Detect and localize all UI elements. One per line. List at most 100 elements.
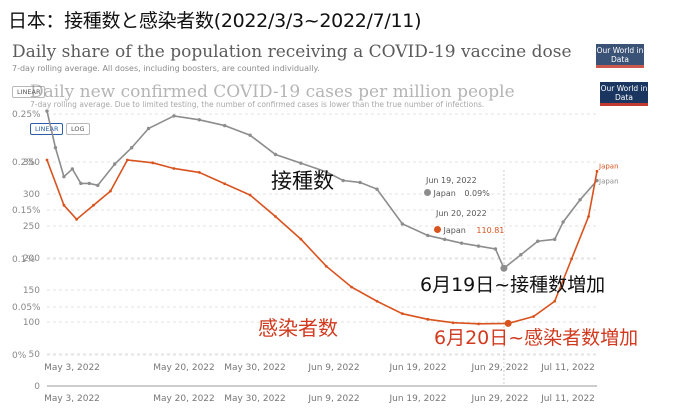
vaccine-y-tick-label: 0.1% <box>12 255 35 265</box>
vaccine-tooltip-country: Japan <box>433 189 456 198</box>
vaccine-data-point <box>45 109 49 113</box>
vaccine-chart-subtitle: 7-day rolling average. All doses, includ… <box>12 64 320 73</box>
linear-scale-button[interactable]: LINEAR <box>30 123 64 135</box>
vaccine-y-tick-label: 0% <box>12 351 27 361</box>
cases-data-point <box>570 257 574 261</box>
vaccine-data-point <box>324 170 328 174</box>
linear-toggle-button[interactable]: LINEAR <box>12 86 46 98</box>
vaccine-data-point <box>299 161 303 165</box>
cases-y-tick-label: 250 <box>23 222 40 232</box>
cases-annotation: 感染者数 <box>258 316 338 340</box>
vaccine-data-point <box>112 162 117 166</box>
cases-y-tick-label: 50 <box>29 350 41 360</box>
cases-data-point <box>375 299 379 303</box>
cases-x-tick-label: Jun 9, 2022 <box>307 394 359 404</box>
vaccine-data-point <box>358 180 362 185</box>
cases-x-tick-label: Jun 29, 2022 <box>470 394 528 404</box>
cases-legend-dot-icon <box>434 226 441 233</box>
cases-data-point <box>595 169 599 173</box>
vaccine-tooltip-date: Jun 19, 2022 <box>426 176 477 185</box>
vaccine-x-tick-label: Jun 9, 2022 <box>307 363 359 373</box>
vaccine-data-point <box>442 237 447 242</box>
cases-data-point <box>172 167 176 170</box>
cases-data-point <box>45 158 49 162</box>
cases-x-tick-label: Jul 11, 2022 <box>540 394 595 404</box>
owid-logo-cases: Our World in Data <box>600 82 648 106</box>
vaccine-data-point <box>129 146 134 150</box>
vaccinations-annotation: 接種数 <box>271 169 334 193</box>
cases-data-point <box>223 182 227 186</box>
vaccine-data-point <box>341 178 345 183</box>
cases-data-point <box>197 171 201 174</box>
cases-hover-point <box>504 319 512 327</box>
cases-data-point <box>151 161 155 165</box>
vaccine-data-point <box>552 237 557 242</box>
cases-tooltip-country: Japan <box>443 226 466 235</box>
vaccine-y-tick-label: 0.2% <box>12 158 35 168</box>
vaccine-data-point <box>561 220 565 224</box>
cases-tooltip-value: 110.81 <box>476 226 505 235</box>
vaccine-hover-point <box>500 264 508 272</box>
axis-layer: 0.25% 0.2% 0.15% 0.1% 0.05% 0% 350 300 250 200 150… <box>12 110 597 404</box>
vaccine-data-point <box>222 123 227 128</box>
vaccine-data-point <box>400 222 405 226</box>
cases-series-label: Japan <box>598 162 619 170</box>
vaccine-chart-title: Daily share of the population receiving … <box>12 42 572 62</box>
cases-data-point <box>324 264 328 268</box>
vaccine-data-point <box>578 198 582 202</box>
cases-y-tick-label: 200 <box>23 254 40 264</box>
vaccine-data-point <box>248 133 252 137</box>
page-title: 日本：接種数と感染者数(2022/3/3~2022/7/11) <box>8 10 422 32</box>
vaccinations-increase-annotation: 6月19日~接種数増加 <box>420 274 606 296</box>
cases-x-tick-label: May 20, 2022 <box>153 394 215 404</box>
cases-increase-annotation: 6月20日~感染者数増加 <box>434 327 639 349</box>
vaccine-data-point <box>172 114 176 118</box>
cases-data-point <box>532 315 535 318</box>
vaccine-series-label: Japan <box>598 178 619 186</box>
cases-data-point <box>274 215 277 218</box>
vaccine-y-tick-label: 0.25% <box>12 110 41 120</box>
vaccine-y-tick-label: 0.05% <box>12 303 41 313</box>
cases-y-tick-label: 100 <box>23 318 40 328</box>
series-layer: Japan Japan <box>45 109 619 327</box>
log-scale-button[interactable]: LOG <box>66 123 90 135</box>
cases-data-point <box>62 203 66 207</box>
owid-logo: Our World in Data <box>596 44 644 68</box>
vaccine-x-tick-label: May 30, 2022 <box>224 363 286 373</box>
cases-data-point <box>553 299 557 303</box>
vaccine-data-point <box>273 152 278 157</box>
cases-data-point <box>248 193 252 197</box>
vaccine-x-tick-label: Jul 11, 2022 <box>540 363 595 373</box>
vaccine-data-point <box>459 241 464 245</box>
cases-chart-title: Daily new confirmed COVID-19 cases per m… <box>30 82 515 102</box>
vaccine-x-tick-label: Jun 29, 2022 <box>470 363 528 373</box>
vaccine-tooltip-value: 0.09% <box>464 189 490 198</box>
cases-data-point <box>75 217 79 221</box>
vaccine-data-point <box>476 244 481 248</box>
vaccine-x-tick-label: Jun 19, 2022 <box>388 363 446 373</box>
vaccine-legend-dot-icon <box>424 189 431 196</box>
vaccine-data-point <box>493 247 498 251</box>
vaccine-data-point <box>197 118 202 122</box>
vaccine-data-point <box>519 253 523 257</box>
cases-y-tick-label: 350 <box>23 158 40 168</box>
cases-y-tick-label: 150 <box>23 286 40 296</box>
cases-data-point <box>400 312 404 316</box>
vaccine-data-point <box>70 167 75 171</box>
vaccine-data-point <box>79 181 83 186</box>
vaccine-data-point <box>53 146 58 150</box>
vaccine-tooltip-row: Japan 0.09% <box>424 189 490 198</box>
cases-series-line <box>46 159 598 325</box>
cases-data-point <box>426 317 430 321</box>
vaccine-data-point <box>426 233 430 238</box>
cases-chart-subtitle: 7-day rolling average. Due to limited te… <box>30 100 485 109</box>
cases-data-point <box>109 189 112 193</box>
cases-tooltip-row: Japan 110.81 <box>434 226 505 235</box>
vaccine-data-point <box>536 239 540 243</box>
cases-data-point <box>125 158 129 162</box>
vaccine-data-point <box>375 187 379 191</box>
cases-x-tick-label: Jun 19, 2022 <box>388 394 446 404</box>
cases-data-point <box>477 322 480 326</box>
vaccine-data-point <box>62 174 66 179</box>
